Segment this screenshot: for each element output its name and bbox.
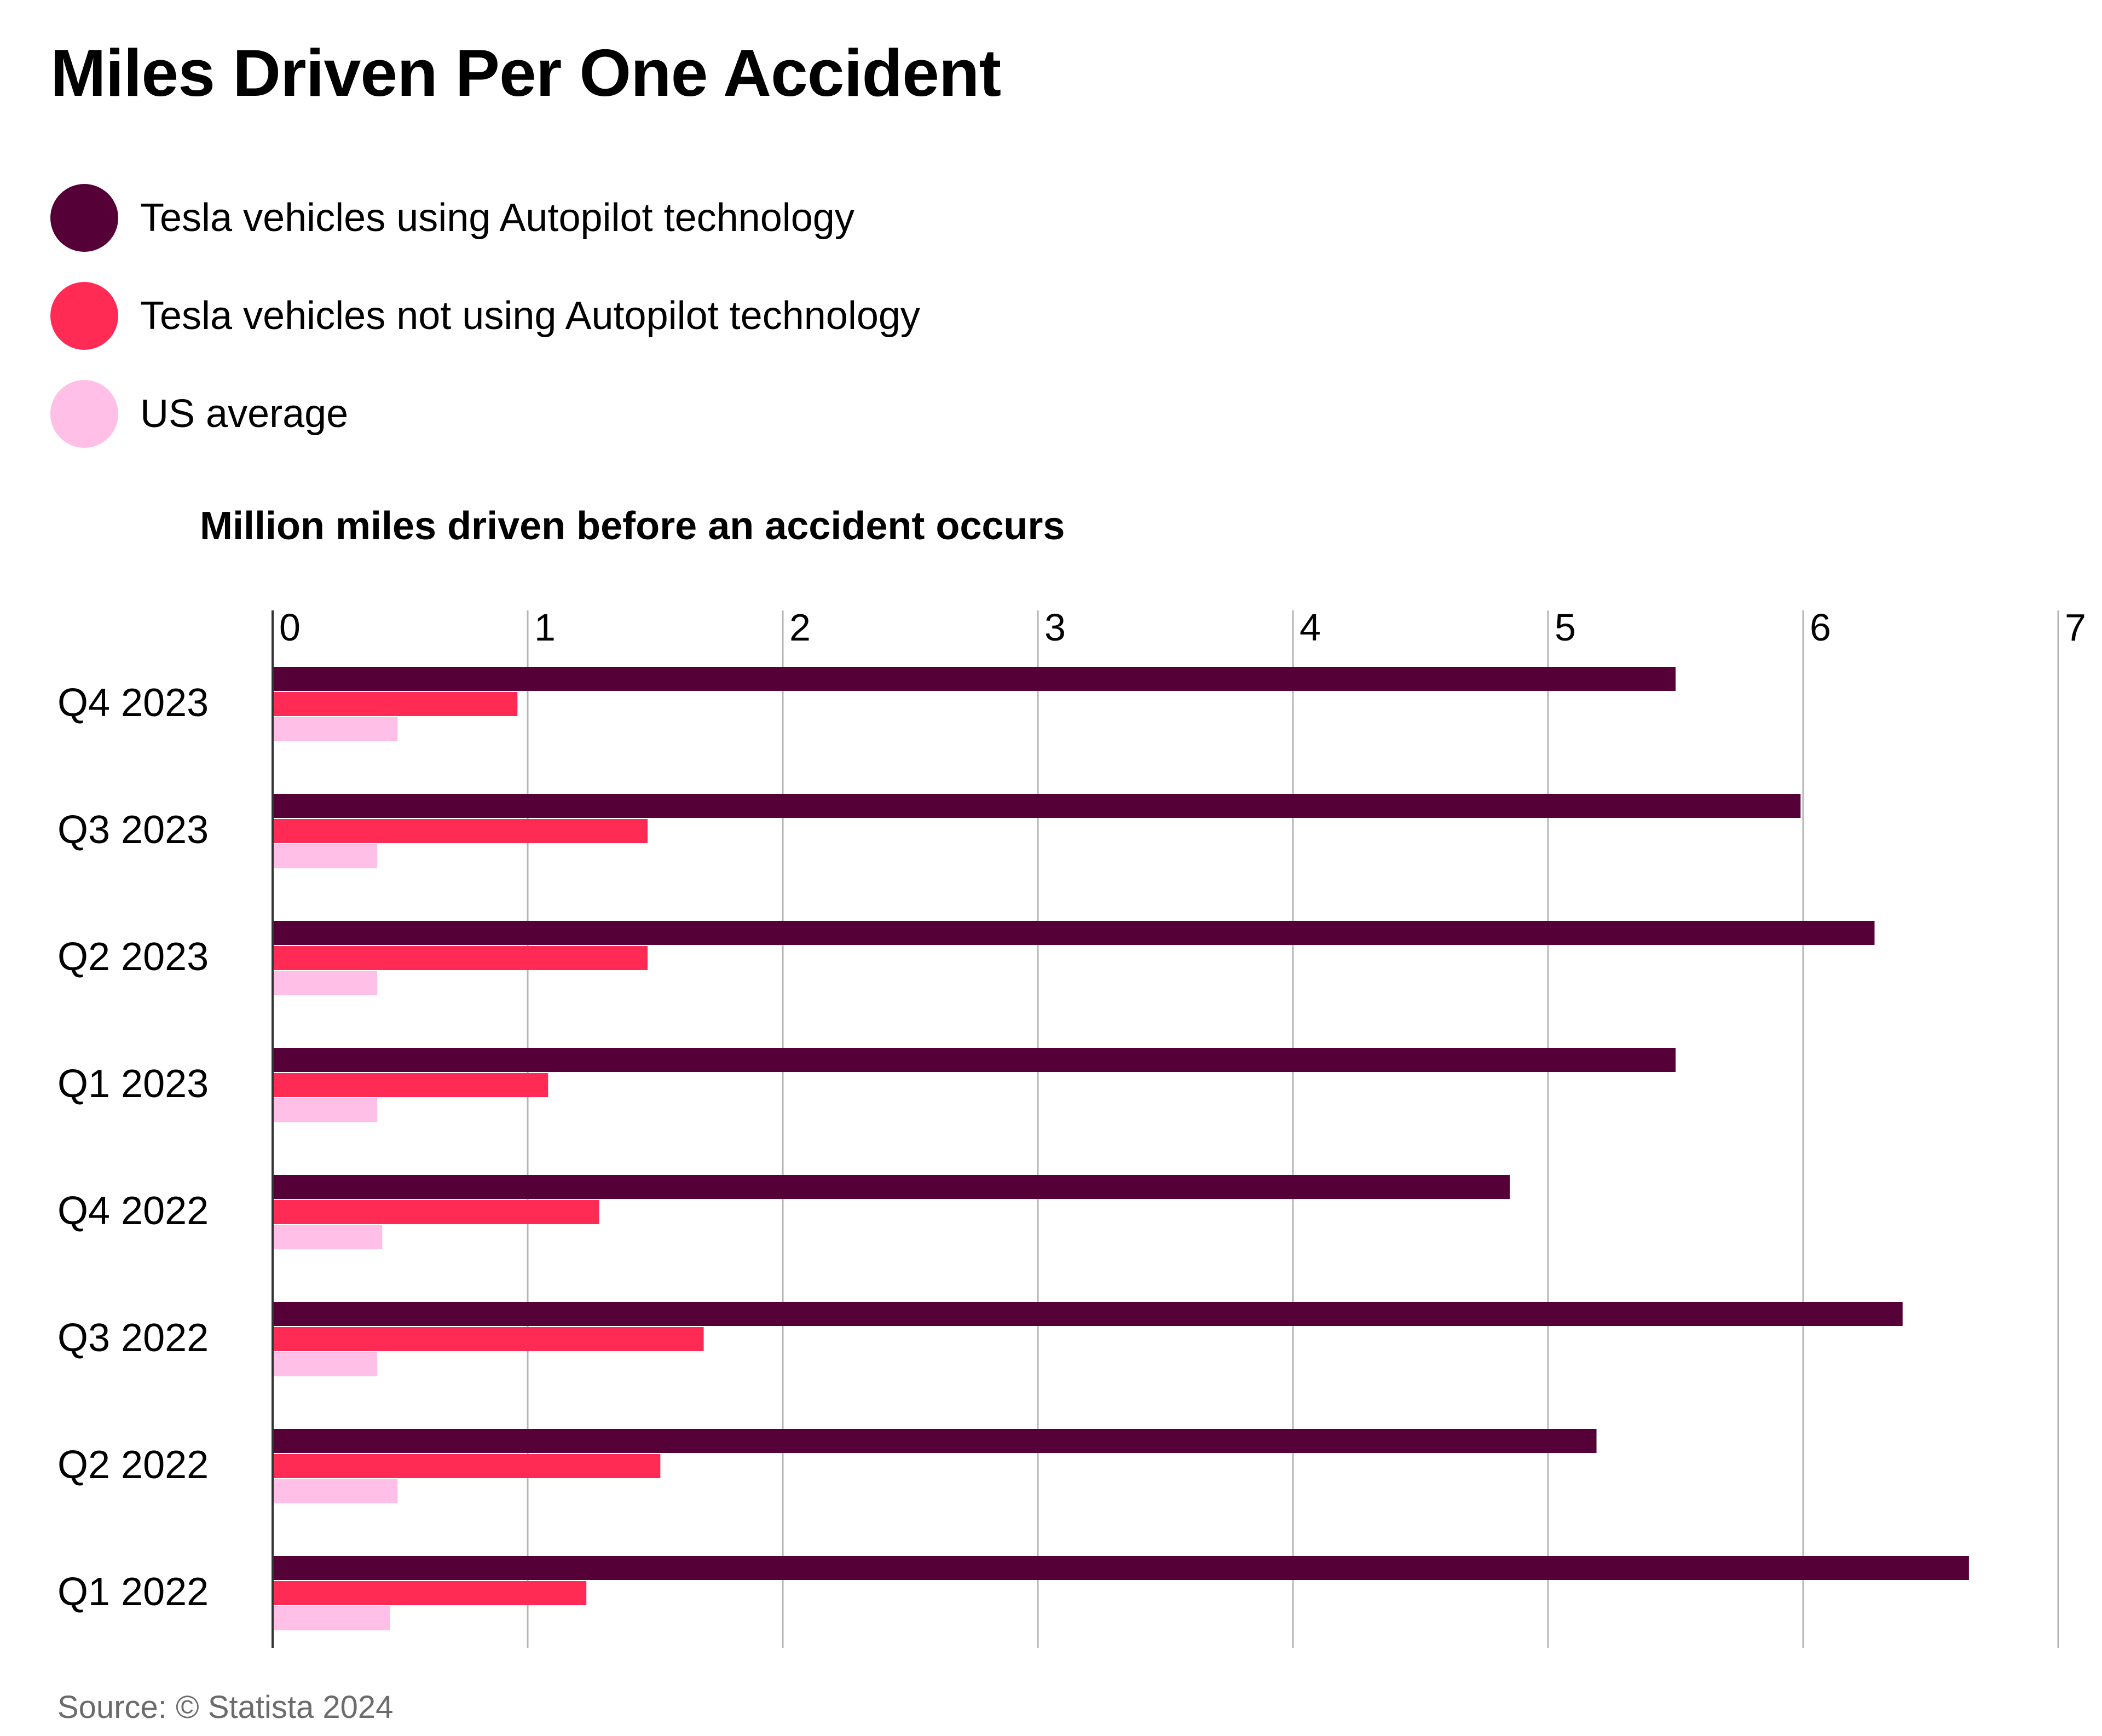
- bar-no-autopilot-q3-2023: [274, 819, 648, 843]
- x-tick-label-4: 4: [1300, 606, 1321, 649]
- source-note: Source: © Statista 2024: [57, 1689, 394, 1725]
- bar-autopilot-q2-2022: [274, 1429, 1597, 1453]
- legend-swatch-autopilot: [50, 184, 118, 252]
- bar-no-autopilot-q4-2023: [274, 692, 518, 716]
- legend-swatch-us-average: [50, 380, 118, 448]
- bar-autopilot-q1-2022: [274, 1556, 1969, 1580]
- chart-title: Miles Driven Per One Accident: [50, 36, 1001, 110]
- bar-us-average-q1-2023: [274, 1098, 378, 1122]
- bar-us-average-q4-2022: [274, 1225, 383, 1249]
- legend-swatch-no-autopilot: [50, 282, 118, 350]
- bar-us-average-q3-2022: [274, 1352, 378, 1376]
- legend-item-no-autopilot: Tesla vehicles not using Autopilot techn…: [50, 282, 920, 350]
- category-label-q1-2023: Q1 2023: [57, 1062, 209, 1106]
- bar-autopilot-q4-2023: [274, 667, 1676, 691]
- bar-no-autopilot-q1-2022: [274, 1581, 587, 1605]
- category-label-q3-2022: Q3 2022: [57, 1316, 209, 1360]
- bar-us-average-q1-2022: [274, 1606, 390, 1630]
- legend-item-autopilot: Tesla vehicles using Autopilot technolog…: [50, 184, 920, 252]
- legend-label-autopilot: Tesla vehicles using Autopilot technolog…: [140, 196, 854, 240]
- x-tick-label-6: 6: [1810, 606, 1831, 649]
- category-label-q2-2022: Q2 2022: [57, 1443, 209, 1487]
- category-label-q4-2023: Q4 2023: [57, 681, 209, 725]
- category-label-q1-2022: Q1 2022: [57, 1570, 209, 1614]
- bar-no-autopilot-q4-2022: [274, 1200, 599, 1224]
- bar-autopilot-q3-2022: [274, 1302, 1903, 1326]
- bar-us-average-q4-2023: [274, 717, 398, 741]
- legend-label-no-autopilot: Tesla vehicles not using Autopilot techn…: [140, 294, 920, 338]
- legend-item-us-average: US average: [50, 380, 920, 448]
- bar-no-autopilot-q2-2023: [274, 946, 648, 970]
- x-tick-label-0: 0: [279, 606, 301, 649]
- legend-label-us-average: US average: [140, 392, 349, 436]
- bar-autopilot-q1-2023: [274, 1048, 1676, 1072]
- bar-no-autopilot-q3-2022: [274, 1327, 704, 1351]
- bar-us-average-q2-2023: [274, 971, 378, 995]
- x-tick-label-5: 5: [1555, 606, 1576, 649]
- category-label-q3-2023: Q3 2023: [57, 808, 209, 852]
- x-tick-label-1: 1: [534, 606, 556, 649]
- bar-autopilot-q3-2023: [274, 794, 1801, 818]
- bar-autopilot-q2-2023: [274, 921, 1875, 945]
- axis-title: Million miles driven before an accident …: [200, 504, 1065, 548]
- bar-no-autopilot-q2-2022: [274, 1454, 661, 1478]
- category-label-q4-2022: Q4 2022: [57, 1189, 209, 1233]
- bar-autopilot-q4-2022: [274, 1175, 1510, 1199]
- category-label-q2-2023: Q2 2023: [57, 935, 209, 979]
- x-tick-label-2: 2: [789, 606, 811, 649]
- x-tick-label-7: 7: [2065, 606, 2086, 649]
- bar-no-autopilot-q1-2023: [274, 1073, 548, 1097]
- bar-us-average-q2-2022: [274, 1479, 398, 1503]
- x-tick-label-3: 3: [1044, 606, 1066, 649]
- legend: Tesla vehicles using Autopilot technolog…: [50, 184, 920, 478]
- bar-us-average-q3-2023: [274, 844, 378, 868]
